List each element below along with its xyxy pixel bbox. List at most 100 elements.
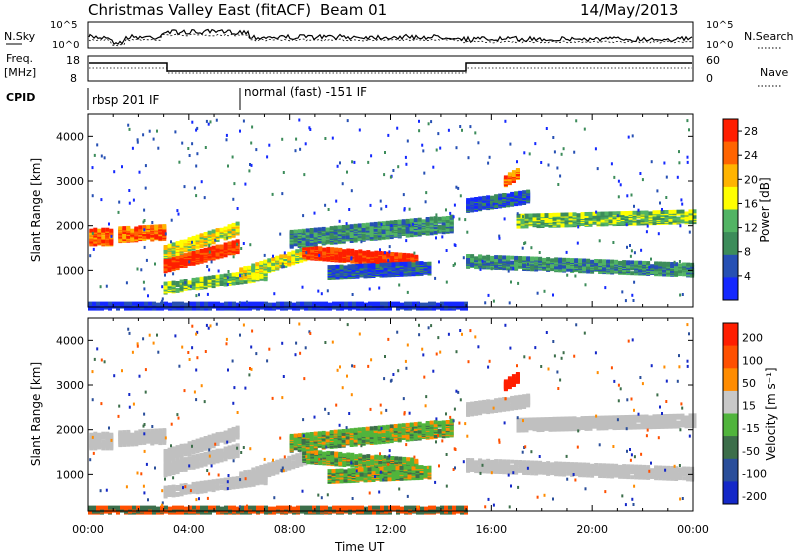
velocity-cell <box>187 465 192 470</box>
power-speckle <box>174 130 177 134</box>
y-tick-label: 4000 <box>56 130 84 143</box>
power-speckle <box>469 125 472 129</box>
power-speckle <box>238 301 241 305</box>
power-speckle <box>182 282 184 286</box>
power-cell <box>440 301 444 306</box>
velocity-cell <box>235 425 240 430</box>
power-speckle <box>445 249 448 252</box>
power-speckle <box>176 209 179 213</box>
power-speckle <box>437 132 440 136</box>
power-speckle <box>566 273 569 277</box>
power-cells <box>88 118 697 311</box>
power-cell <box>410 253 415 258</box>
power-cell <box>379 262 384 267</box>
colorbar-tick-label: 4 <box>744 270 751 283</box>
power-cell <box>219 280 224 285</box>
power-speckle <box>350 189 353 193</box>
velocity-cell <box>171 460 176 465</box>
power-cell <box>436 302 440 307</box>
power-cell <box>195 277 200 282</box>
power-cell <box>101 227 106 232</box>
freq-left-tick-bottom: 8 <box>70 72 77 85</box>
power-speckle <box>390 224 393 228</box>
power-cell <box>676 209 681 214</box>
power-cell <box>411 262 416 267</box>
power-speckle <box>200 180 203 184</box>
power-cell <box>670 262 675 266</box>
power-cell <box>445 222 450 227</box>
power-speckle <box>136 267 139 271</box>
power-speckle <box>348 208 351 211</box>
power-cell <box>402 252 407 257</box>
power-cell <box>437 224 442 229</box>
power-speckle <box>487 293 490 297</box>
power-cell <box>588 211 593 216</box>
power-speckle <box>474 131 477 135</box>
power-cell <box>195 234 200 239</box>
power-cell <box>228 301 232 306</box>
power-cell <box>433 230 438 234</box>
velocity-cell <box>235 476 240 481</box>
power-speckle <box>435 148 438 152</box>
power-cell <box>313 232 318 237</box>
noise-right-label: N.Search <box>744 30 794 43</box>
power-speckle <box>629 244 631 247</box>
power-cell <box>302 246 307 250</box>
power-speckle <box>302 230 305 234</box>
power-cell <box>393 232 398 237</box>
power-cell <box>624 211 629 215</box>
power-speckle <box>368 287 371 291</box>
power-cell <box>333 225 338 230</box>
power-speckle <box>142 133 145 137</box>
power-cell <box>306 245 311 250</box>
power-speckle <box>408 207 411 211</box>
velocity-cell <box>223 430 228 435</box>
power-cell <box>692 209 697 214</box>
power-speckle <box>89 254 92 258</box>
power-cell <box>329 226 334 231</box>
power-speckle <box>664 264 667 268</box>
nave-label: Nave <box>760 66 788 79</box>
velocity-cell <box>235 443 240 448</box>
power-cell <box>420 302 424 307</box>
power-speckle <box>208 244 211 248</box>
power-cell <box>167 257 172 262</box>
power-cell <box>374 250 379 255</box>
power-speckle <box>100 198 103 202</box>
power-cell <box>403 267 408 272</box>
power-speckle <box>250 141 253 145</box>
power-cell <box>397 219 402 224</box>
power-speckle <box>136 138 139 142</box>
power-cell <box>412 301 416 306</box>
power-speckle <box>477 141 480 145</box>
power-speckle <box>164 232 167 236</box>
velocity-cell <box>183 443 188 448</box>
power-speckle <box>136 140 139 144</box>
power-speckle <box>214 238 217 242</box>
power-speckle <box>117 210 120 214</box>
velocity-cell <box>199 480 204 485</box>
y-tick-label: 3000 <box>56 175 84 188</box>
power-cell <box>510 197 515 202</box>
power-speckle <box>125 281 128 285</box>
power-speckle <box>303 173 306 177</box>
power-cell <box>305 228 310 233</box>
power-speckle <box>379 248 381 252</box>
power-speckle <box>217 269 220 273</box>
power-speckle <box>387 258 390 262</box>
power-cell <box>648 211 653 216</box>
power-cell <box>427 264 432 269</box>
power-cell <box>263 259 268 264</box>
colorbar-tick-label: 16 <box>744 197 758 210</box>
power-cell <box>511 173 516 178</box>
power-cell <box>232 301 236 306</box>
power-speckle <box>411 222 414 226</box>
power-speckle <box>142 280 145 284</box>
power-speckle <box>504 119 507 123</box>
nave-trace <box>89 67 692 74</box>
power-cell <box>337 225 342 230</box>
velocity-cell <box>223 450 228 455</box>
power-cell <box>293 242 298 247</box>
power-cell <box>564 212 569 217</box>
power-cell <box>413 230 418 235</box>
